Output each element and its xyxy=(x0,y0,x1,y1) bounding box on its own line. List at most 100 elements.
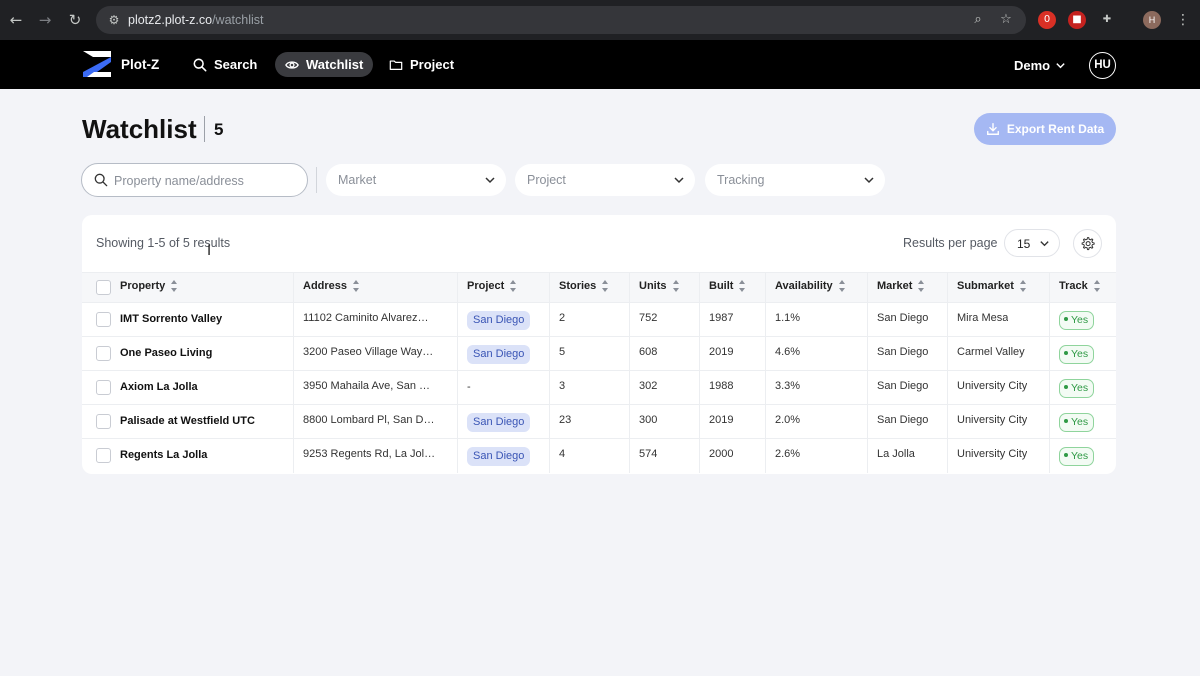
search-input[interactable] xyxy=(114,172,299,190)
folder-icon xyxy=(389,59,403,70)
tracking-dropdown[interactable]: Tracking xyxy=(705,164,885,196)
sort-icon[interactable] xyxy=(1093,280,1101,292)
table-row[interactable] xyxy=(82,337,1116,371)
availability-cell: 2.6% xyxy=(775,448,801,460)
sort-icon[interactable] xyxy=(739,280,746,292)
nav-project[interactable]: Project xyxy=(379,52,464,77)
results-per-page-select[interactable]: 15 xyxy=(1004,229,1060,257)
address-bar[interactable]: ⚙ plotz2.plot-z.co/watchlist ⌕ ☆ xyxy=(96,6,1026,34)
property-name[interactable]: Axiom La Jolla xyxy=(120,381,198,393)
plot-z-logo[interactable] xyxy=(82,49,112,79)
sort-icon[interactable] xyxy=(510,280,517,292)
sort-icon[interactable] xyxy=(171,280,178,292)
chevron-down-icon xyxy=(1056,63,1065,69)
column-header-market[interactable]: Market xyxy=(877,280,925,292)
sort-icon[interactable] xyxy=(602,280,609,292)
table-settings-button[interactable] xyxy=(1073,229,1102,258)
column-header-project[interactable]: Project xyxy=(467,280,517,292)
market-cell: San Diego xyxy=(877,380,929,392)
property-name[interactable]: Palisade at Westfield UTC xyxy=(120,415,255,427)
column-header-built[interactable]: Built xyxy=(709,280,746,292)
table-header xyxy=(82,272,1116,303)
export-rent-data-button[interactable]: Export Rent Data xyxy=(974,113,1116,145)
table-row[interactable] xyxy=(82,371,1116,405)
row-checkbox[interactable] xyxy=(96,380,111,395)
market-dropdown[interactable]: Market xyxy=(326,164,506,196)
property-search[interactable] xyxy=(81,163,308,197)
nav-search[interactable]: Search xyxy=(183,52,267,77)
menu-kebab-icon[interactable]: ⋮ xyxy=(1176,12,1190,28)
built-cell: 1987 xyxy=(709,312,734,324)
sort-icon[interactable] xyxy=(672,280,680,292)
url-text[interactable]: plotz2.plot-z.co/watchlist xyxy=(128,13,264,27)
stories-cell: 3 xyxy=(559,380,566,392)
chevron-down-icon xyxy=(864,177,874,184)
brand-name[interactable]: Plot-Z xyxy=(121,57,160,72)
browser-toolbar: ← → ↻ ⚙ plotz2.plot-z.co/watchlist ⌕ ☆ 0… xyxy=(0,0,1200,40)
column-header-address[interactable]: Address xyxy=(303,280,360,292)
track-badge[interactable]: Yes xyxy=(1059,379,1095,398)
column-header-availability[interactable]: Availability xyxy=(775,280,846,292)
stories-cell: 23 xyxy=(559,414,572,426)
address-cell: 9253 Regents Rd, La Jol… xyxy=(303,448,436,460)
built-cell: 2019 xyxy=(709,346,734,358)
extension-icon[interactable]: 0 xyxy=(1038,11,1056,29)
row-checkbox[interactable] xyxy=(96,346,111,361)
select-all-checkbox[interactable] xyxy=(96,280,111,295)
project-cell: - xyxy=(467,381,471,393)
column-header-track[interactable]: Track xyxy=(1059,280,1101,292)
zoom-icon[interactable]: ⌕ xyxy=(974,12,982,27)
org-switcher[interactable]: Demo xyxy=(1014,58,1066,73)
project-pill: San Diego xyxy=(467,447,531,466)
app-header: Plot-Z Search Watchlist Project Demo HU xyxy=(0,40,1200,89)
column-header-stories[interactable]: Stories xyxy=(559,280,609,292)
row-checkbox[interactable] xyxy=(96,312,111,327)
column-header-units[interactable]: Units xyxy=(639,280,680,292)
sort-icon[interactable] xyxy=(838,280,846,292)
row-checkbox[interactable] xyxy=(96,414,111,429)
track-badge[interactable]: Yes xyxy=(1059,413,1095,432)
units-cell: 574 xyxy=(639,448,658,460)
stories-cell: 5 xyxy=(559,346,566,358)
search-icon xyxy=(94,173,108,187)
table-row[interactable] xyxy=(82,303,1116,337)
units-cell: 302 xyxy=(639,380,658,392)
forward-icon[interactable]: → xyxy=(38,11,52,29)
market-cell: San Diego xyxy=(877,346,929,358)
reload-icon[interactable]: ↻ xyxy=(68,11,82,29)
row-checkbox[interactable] xyxy=(96,448,111,463)
market-cell: San Diego xyxy=(877,312,929,324)
back-icon[interactable]: ← xyxy=(9,11,23,29)
built-cell: 1988 xyxy=(709,380,734,392)
column-header-property[interactable]: Property xyxy=(120,280,178,292)
profile-avatar[interactable]: H xyxy=(1143,11,1161,29)
market-cell: San Diego xyxy=(877,414,929,426)
sort-icon[interactable] xyxy=(918,280,925,292)
table-row[interactable] xyxy=(82,405,1116,439)
units-cell: 300 xyxy=(639,414,658,426)
track-badge[interactable]: Yes xyxy=(1059,447,1095,466)
sort-icon[interactable] xyxy=(1019,280,1027,292)
user-avatar[interactable]: HU xyxy=(1089,52,1116,79)
download-icon xyxy=(986,123,999,135)
column-divider xyxy=(867,273,868,473)
track-badge[interactable]: Yes xyxy=(1059,345,1095,364)
column-header-submarket[interactable]: Submarket xyxy=(957,280,1027,292)
sort-icon[interactable] xyxy=(353,280,360,292)
nav-watchlist[interactable]: Watchlist xyxy=(275,52,374,77)
column-divider xyxy=(765,273,766,473)
bookmark-star-icon[interactable]: ☆ xyxy=(1000,12,1012,27)
results-summary: Showing 1-5 of 5 results xyxy=(96,236,231,250)
market-cell: La Jolla xyxy=(877,448,915,460)
property-name[interactable]: One Paseo Living xyxy=(120,347,213,359)
track-badge[interactable]: Yes xyxy=(1059,311,1095,330)
extensions-puzzle-icon[interactable]: ✚ xyxy=(1102,14,1112,25)
extension-shield-icon[interactable]: ■ xyxy=(1068,11,1086,29)
property-name[interactable]: Regents La Jolla xyxy=(120,449,208,461)
submarket-cell: Mira Mesa xyxy=(957,312,1009,324)
column-divider xyxy=(549,273,550,473)
page-title: Watchlist xyxy=(82,114,197,144)
site-settings-icon[interactable]: ⚙ xyxy=(108,13,120,27)
property-name[interactable]: IMT Sorrento Valley xyxy=(120,313,223,325)
project-dropdown[interactable]: Project xyxy=(515,164,695,196)
